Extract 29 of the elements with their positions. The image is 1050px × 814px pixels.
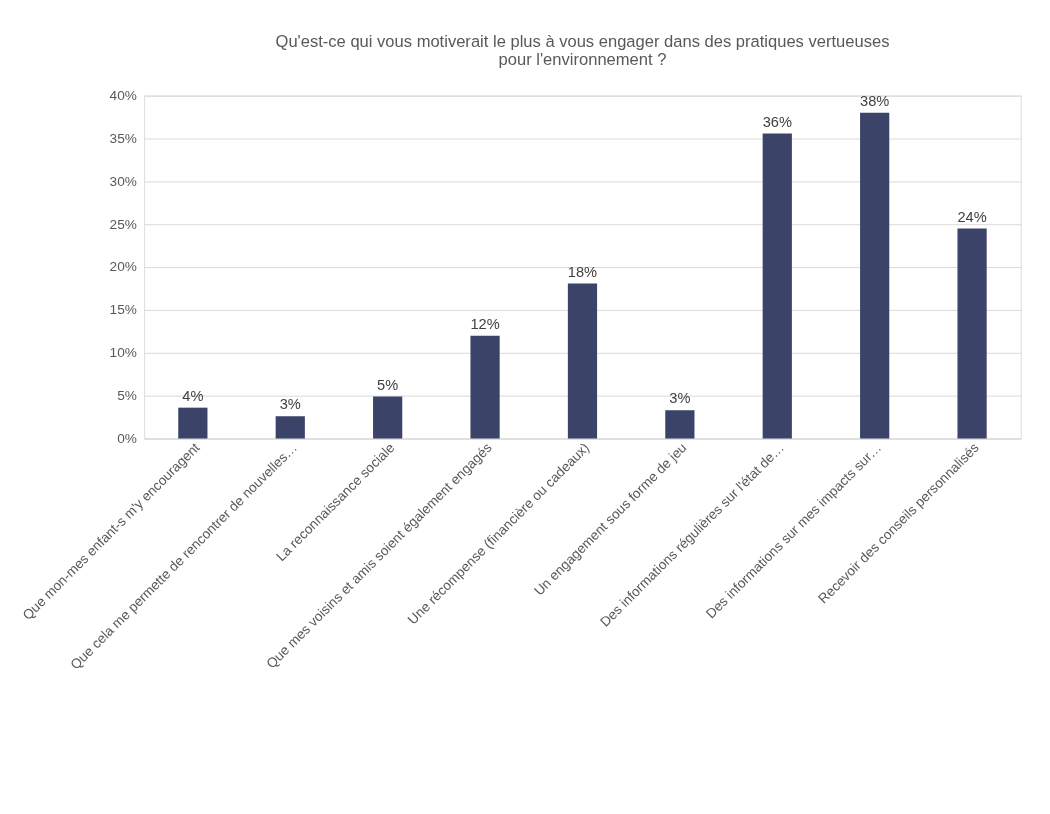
- y-tick-label: 5%: [117, 388, 137, 404]
- bar: [567, 283, 598, 439]
- bar: [957, 228, 987, 439]
- data-label: 12%: [470, 315, 500, 332]
- data-label: 24%: [957, 208, 987, 225]
- data-label: 4%: [182, 387, 204, 404]
- bar: [762, 133, 792, 439]
- y-tick-label: 0%: [117, 430, 137, 446]
- y-tick-label: 40%: [109, 88, 137, 104]
- bar: [178, 407, 208, 439]
- data-label: 3%: [279, 396, 301, 413]
- data-label: 5%: [377, 376, 399, 393]
- data-label: 38%: [860, 92, 890, 109]
- y-tick-label: 30%: [109, 173, 137, 189]
- y-tick-label: 25%: [109, 216, 137, 232]
- text: Qu'est-ce qui vous motiverait le plus à vous engager dans des pratiques vertueuses: [275, 31, 890, 51]
- bar: [275, 416, 305, 439]
- y-tick-label: 35%: [109, 130, 137, 146]
- data-label: 36%: [762, 113, 792, 130]
- bar: [860, 112, 890, 439]
- data-label: 3%: [669, 390, 691, 407]
- bar: [373, 396, 403, 439]
- bar: [470, 335, 500, 439]
- y-tick-label: 15%: [109, 302, 137, 318]
- y-tick-label: 20%: [109, 259, 137, 275]
- bar: [665, 410, 695, 439]
- data-label: 18%: [567, 263, 598, 280]
- y-tick-label: 10%: [109, 345, 137, 361]
- text: pour l'environnement ?: [498, 50, 667, 70]
